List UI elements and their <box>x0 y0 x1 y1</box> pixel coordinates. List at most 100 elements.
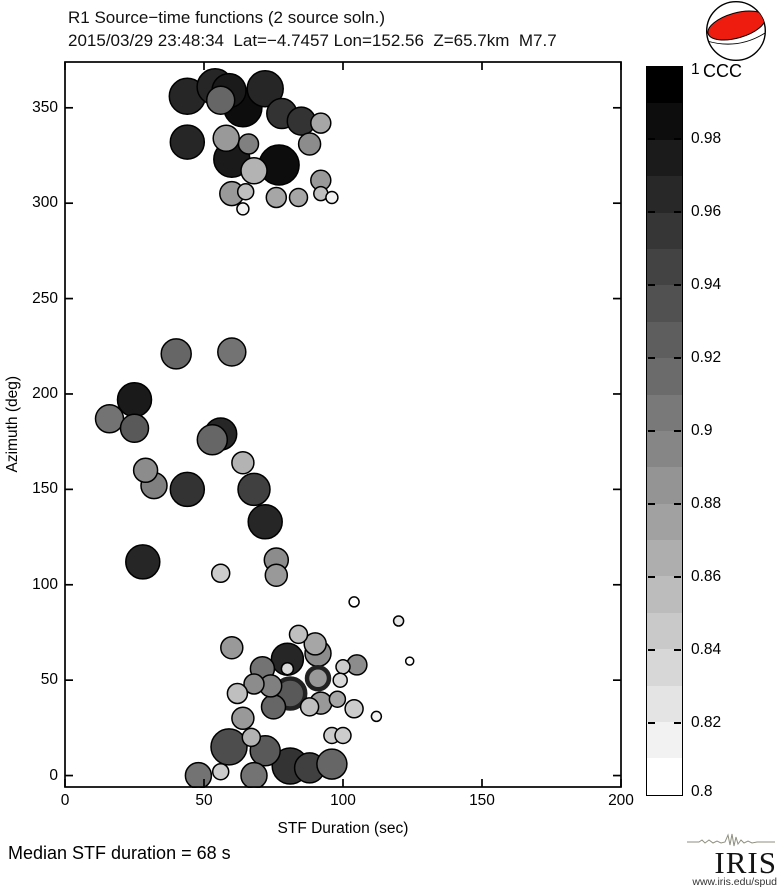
y-tick-label: 100 <box>32 575 58 593</box>
colorbar-tick-label: 0.88 <box>691 495 722 512</box>
scatter-point <box>246 69 284 108</box>
colorbar-tick-label: 0.92 <box>691 349 722 366</box>
colorbar-tick-label: 0.96 <box>691 203 722 220</box>
colorbar-tick-mark <box>647 430 655 432</box>
colorbar-title: CCC <box>703 61 742 81</box>
colorbar-tick-mark <box>647 138 655 140</box>
scatter-point <box>335 659 351 675</box>
colorbar-tick-label: 0.84 <box>691 641 722 658</box>
y-tick-label: 350 <box>32 98 58 116</box>
y-tick-label: 300 <box>32 194 58 212</box>
scatter-point <box>210 563 231 584</box>
colorbar-tick-mark <box>647 649 655 651</box>
colorbar-tick-mark <box>647 722 655 724</box>
colorbar-tick-mark <box>674 649 682 651</box>
y-tick-label: 150 <box>32 480 58 498</box>
scatter-point <box>125 544 161 580</box>
colorbar-segment <box>647 649 682 686</box>
scatter-point <box>169 124 206 160</box>
scatter-point <box>196 424 229 456</box>
chart-title: R1 Source−time functions (2 source soln.… <box>68 8 386 27</box>
colorbar-tick-label: 1 <box>691 61 700 78</box>
colorbar-segment <box>647 430 682 468</box>
colorbar-tick-mark <box>674 211 682 213</box>
scatter-point <box>299 697 320 717</box>
x-axis-label: STF Duration (sec) <box>277 820 409 837</box>
scatter-point <box>119 413 150 444</box>
colorbar-segment <box>647 285 682 322</box>
scatter-point <box>344 699 364 719</box>
colorbar-segment <box>647 576 682 613</box>
scatter-point <box>211 762 230 781</box>
scatter-point <box>265 186 288 209</box>
scatter-point <box>348 596 360 608</box>
colorbar-segment <box>647 321 682 359</box>
colorbar-segment <box>647 67 682 104</box>
scatter-point <box>132 457 159 484</box>
colorbar-segment <box>647 612 682 650</box>
seismogram-icon <box>687 833 775 847</box>
colorbar-segment <box>647 358 682 395</box>
iris-logo-text: IRIS <box>714 845 777 880</box>
colorbar-tick-label: 0.98 <box>691 130 722 147</box>
y-tick-label: 0 <box>49 766 58 784</box>
scatter-point <box>240 157 268 185</box>
colorbar-tick-label: 0.8 <box>691 783 713 800</box>
scatter-point <box>231 706 255 731</box>
scatter-point <box>288 187 309 208</box>
scatter-point <box>334 726 352 745</box>
colorbar-tick-mark <box>674 503 682 505</box>
colorbar-segment <box>647 685 682 723</box>
scatter-point <box>310 112 332 134</box>
colorbar-segment <box>647 103 682 140</box>
scatter-point <box>328 690 347 708</box>
x-tick-label: 150 <box>469 792 495 809</box>
y-tick-label: 50 <box>40 671 58 689</box>
colorbar-segment <box>647 722 682 759</box>
seismogram-trace <box>687 833 775 847</box>
scatter-point <box>116 381 153 418</box>
colorbar-tick-label: 0.9 <box>691 422 713 439</box>
scatter-point <box>392 615 405 627</box>
colorbar-segment <box>647 212 682 249</box>
x-tick-label: 0 <box>60 792 70 809</box>
y-tick-label: 200 <box>32 384 58 402</box>
scatter-point <box>247 504 283 540</box>
colorbar-segment <box>647 248 682 286</box>
scatter-point <box>241 727 262 748</box>
scatter-point <box>370 710 383 723</box>
scatter-point <box>297 132 322 156</box>
x-tick-label: 100 <box>330 792 356 809</box>
beachball-nodal-line <box>706 32 766 45</box>
colorbar-segment <box>647 176 682 213</box>
scatter-point <box>304 665 332 692</box>
y-tick-label: 250 <box>32 289 58 307</box>
colorbar <box>646 66 683 796</box>
colorbar-tick-mark <box>647 357 655 359</box>
scatter-point <box>212 124 240 153</box>
scatter-point <box>236 182 255 201</box>
colorbar-segment <box>647 758 682 795</box>
colorbar-tick-label: 0.86 <box>691 568 722 585</box>
iris-url-text: www.iris.edu/spud <box>692 876 777 887</box>
median-duration-text: Median STF duration = 68 s <box>8 843 231 863</box>
colorbar-segment <box>647 503 682 541</box>
colorbar-segment <box>647 467 682 504</box>
colorbar-segment <box>647 540 682 577</box>
colorbar-tick-mark <box>674 576 682 578</box>
scatter-point <box>94 404 125 434</box>
iris-logo: IRIS www.iris.edu/spud <box>685 833 777 887</box>
chart-subtitle: 2015/03/29 23:48:34 Lat=−4.7457 Lon=152.… <box>68 31 557 50</box>
scatter-point <box>236 202 250 216</box>
scatter-point <box>260 694 287 720</box>
scatter-point <box>325 190 339 205</box>
colorbar-segment <box>647 139 682 177</box>
colorbar-tick-mark <box>674 722 682 724</box>
scatter-point <box>184 761 213 788</box>
colorbar-tick-mark <box>647 503 655 505</box>
scatter-point <box>217 337 247 367</box>
scatter-point <box>288 624 309 645</box>
scatter-point <box>332 672 348 688</box>
